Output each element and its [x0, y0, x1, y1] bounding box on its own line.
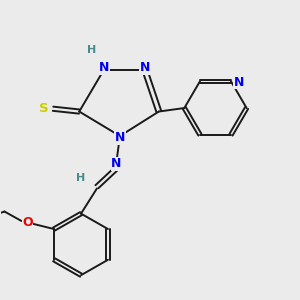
Text: S: S — [39, 102, 49, 115]
Text: H: H — [76, 173, 85, 183]
Text: N: N — [234, 76, 244, 88]
Text: O: O — [22, 216, 33, 229]
Text: N: N — [99, 61, 109, 74]
Text: N: N — [140, 61, 150, 74]
Text: N: N — [115, 131, 125, 144]
Text: H: H — [87, 45, 96, 55]
Text: N: N — [111, 158, 122, 170]
